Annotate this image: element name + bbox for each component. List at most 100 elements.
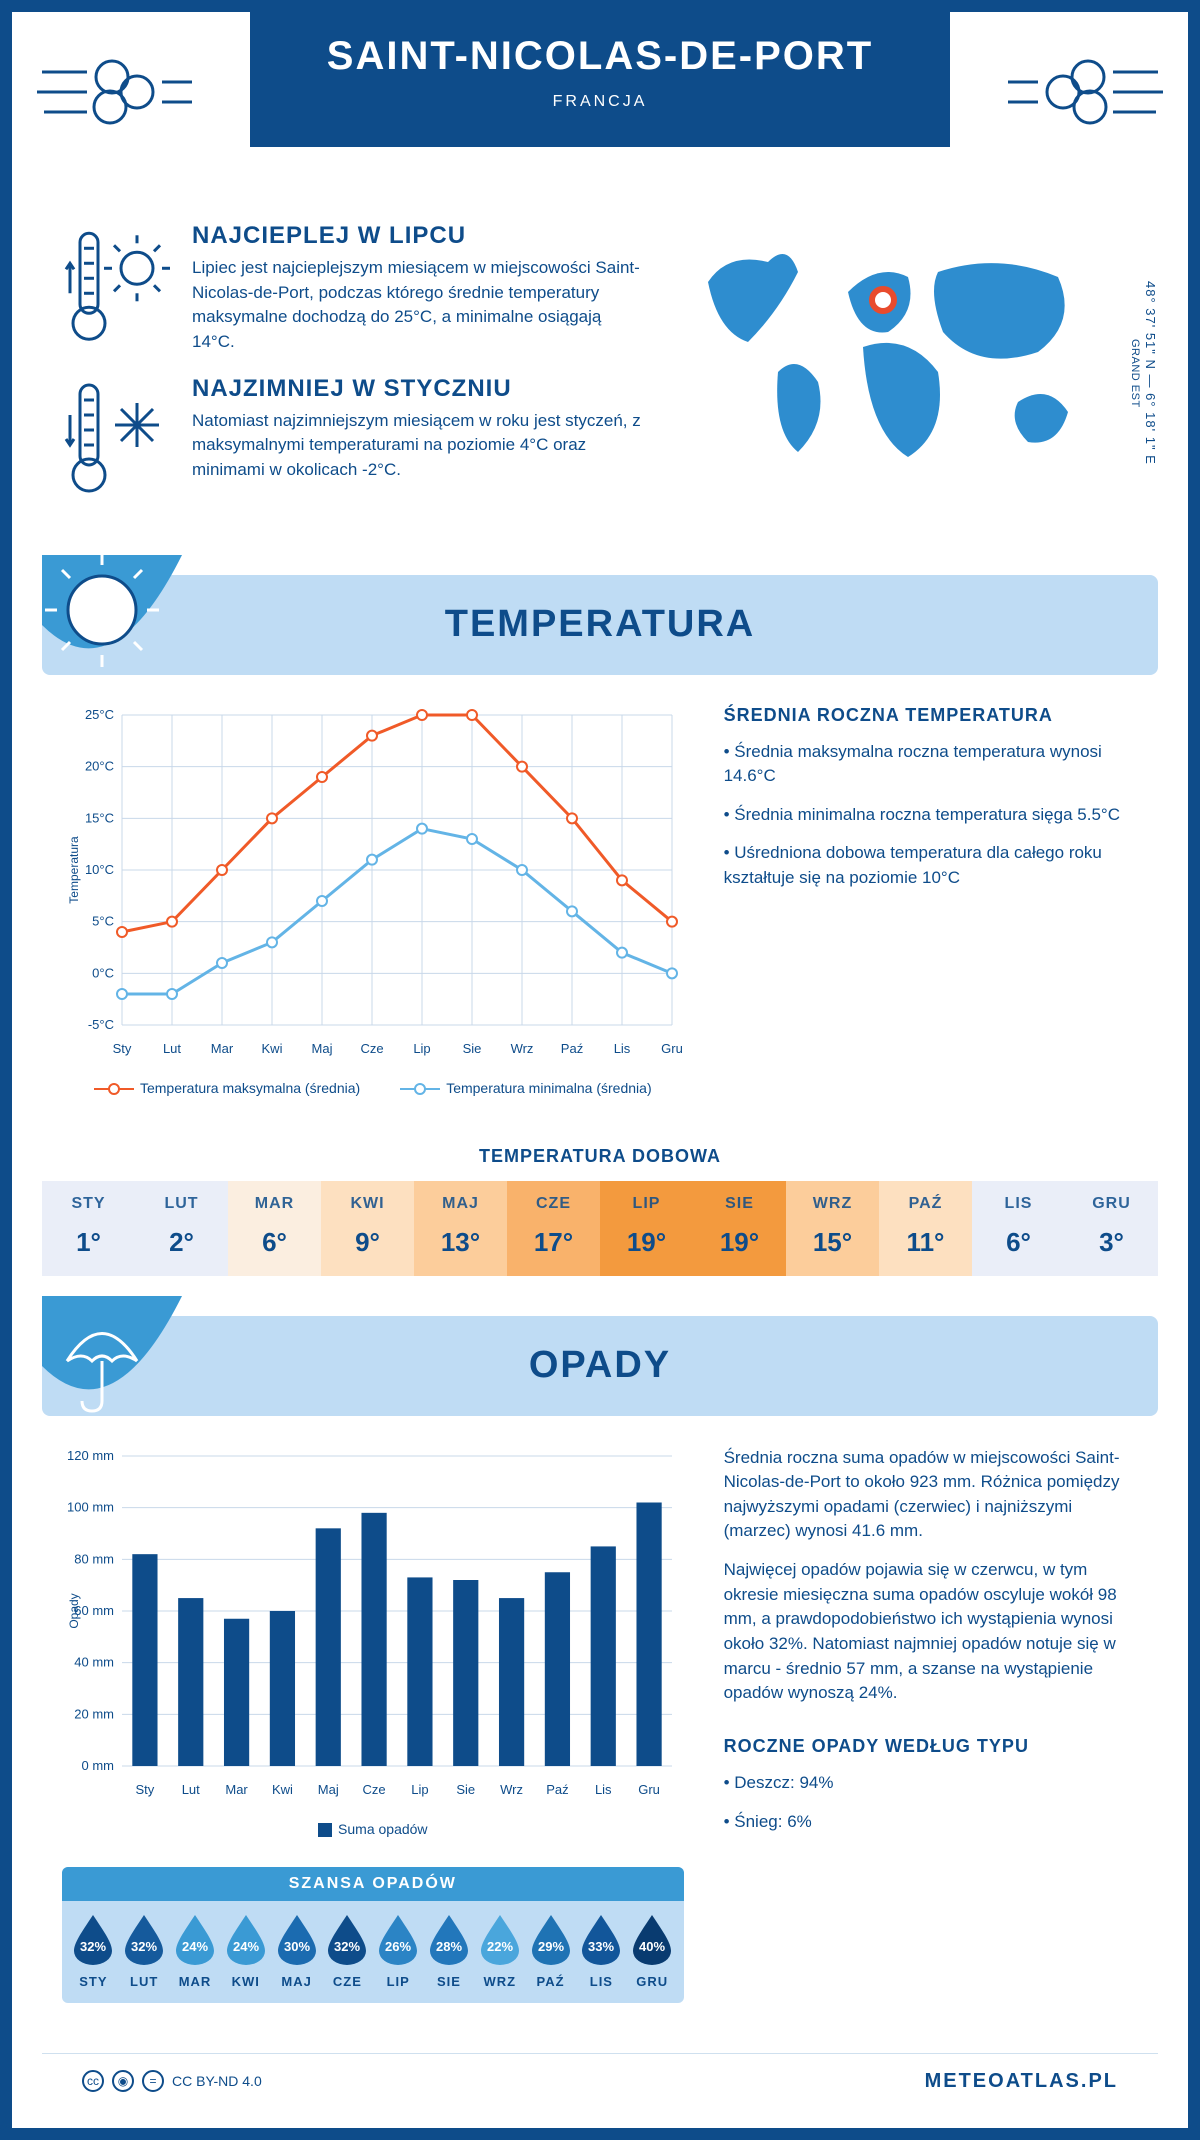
svg-text:Kwi: Kwi (262, 1041, 283, 1056)
daily-month: MAR (228, 1195, 321, 1213)
temp-bullet: • Uśredniona dobowa temperatura dla całe… (724, 841, 1138, 890)
daily-cell: LIS 6° (972, 1181, 1065, 1276)
world-map (678, 222, 1098, 482)
svg-text:Wrz: Wrz (500, 1782, 523, 1797)
fact-hot-body: Lipiec jest najcieplejszym miesiącem w m… (192, 256, 648, 355)
raindrop-icon: 28% (428, 1913, 470, 1965)
temp-bullet: • Średnia minimalna roczna temperatura s… (724, 803, 1138, 828)
svg-text:0 mm: 0 mm (82, 1758, 115, 1773)
license-text: CC BY-ND 4.0 (172, 2073, 262, 2089)
site-name: METEOATLAS.PL (925, 2070, 1118, 2093)
fact-cold-body: Natomiast najzimniejszym miesiącem w rok… (192, 409, 648, 483)
svg-text:Cze: Cze (363, 1782, 386, 1797)
precip-chart-col: 0 mm20 mm40 mm60 mm80 mm100 mm120 mmStyL… (62, 1446, 684, 2003)
svg-text:Opady: Opady (67, 1593, 81, 1628)
chance-month: GRU (627, 1974, 678, 1989)
svg-text:Gru: Gru (638, 1782, 660, 1797)
daily-month: GRU (1065, 1195, 1158, 1213)
chance-cell: 24% MAR (170, 1913, 221, 1989)
svg-text:Sty: Sty (136, 1782, 155, 1797)
svg-text:33%: 33% (588, 1939, 614, 1954)
svg-text:Cze: Cze (360, 1041, 383, 1056)
daily-month: WRZ (786, 1195, 879, 1213)
page-title: SAINT-NICOLAS-DE-PORT (250, 34, 950, 79)
intro-row: NAJCIEPLEJ W LIPCU Lipiec jest najcieple… (12, 212, 1188, 555)
precipitation-title: OPADY (529, 1344, 671, 1387)
precip-type: • Deszcz: 94% (724, 1771, 1138, 1796)
raindrop-icon: 30% (276, 1913, 318, 1965)
chance-month: MAR (170, 1974, 221, 1989)
svg-text:10°C: 10°C (85, 862, 114, 877)
chance-cell: 32% STY (68, 1913, 119, 1989)
header: SAINT-NICOLAS-DE-PORT FRANCJA (12, 12, 1188, 212)
legend-item: Temperatura maksymalna (średnia) (94, 1080, 360, 1096)
svg-text:26%: 26% (385, 1939, 411, 1954)
daily-value: 19° (600, 1227, 693, 1258)
title-banner: SAINT-NICOLAS-DE-PORT FRANCJA (250, 12, 950, 147)
raindrop-icon: 24% (174, 1913, 216, 1965)
svg-text:Temperatura: Temperatura (67, 836, 81, 904)
temp-bullet: • Średnia maksymalna roczna temperatura … (724, 740, 1138, 789)
thermometer-sun-icon (62, 222, 172, 355)
chance-month: STY (68, 1974, 119, 1989)
svg-text:Sie: Sie (456, 1782, 475, 1797)
precipitation-bar-chart: 0 mm20 mm40 mm60 mm80 mm100 mm120 mmStyL… (62, 1446, 682, 1806)
coords-value: 48° 37' 51" N — 6° 18' 1" E (1143, 281, 1158, 465)
raindrop-icon: 32% (72, 1913, 114, 1965)
daily-cell: GRU 3° (1065, 1181, 1158, 1276)
intro-facts: NAJCIEPLEJ W LIPCU Lipiec jest najcieple… (62, 222, 648, 525)
precipitation-legend: Suma opadów (62, 1821, 684, 1837)
chance-cell: 26% LIP (373, 1913, 424, 1989)
raindrop-icon: 29% (530, 1913, 572, 1965)
daily-value: 17° (507, 1227, 600, 1258)
cc-icon: cc (82, 2070, 104, 2092)
sun-icon (42, 555, 182, 695)
daily-cell: CZE 17° (507, 1181, 600, 1276)
daily-value: 19° (693, 1227, 786, 1258)
svg-text:Lip: Lip (411, 1782, 428, 1797)
fact-cold-title: NAJZIMNIEJ W STYCZNIU (192, 375, 648, 403)
svg-text:15°C: 15°C (85, 810, 114, 825)
svg-text:Gru: Gru (661, 1041, 682, 1056)
license: cc ◉ = CC BY-ND 4.0 (82, 2070, 262, 2092)
svg-text:32%: 32% (131, 1939, 157, 1954)
daily-cell: LIP 19° (600, 1181, 693, 1276)
raindrop-icon: 33% (580, 1913, 622, 1965)
temperature-body: -5°C0°C5°C10°C15°C20°C25°CStyLutMarKwiMa… (12, 705, 1188, 1116)
daily-month: PAŹ (879, 1195, 972, 1213)
chance-month: KWI (220, 1974, 271, 1989)
temperature-legend: Temperatura maksymalna (średnia) Temperat… (62, 1080, 684, 1096)
daily-value: 13° (414, 1227, 507, 1258)
page-frame: SAINT-NICOLAS-DE-PORT FRANCJA (0, 0, 1200, 2140)
daily-value: 9° (321, 1227, 414, 1258)
svg-text:24%: 24% (233, 1939, 259, 1954)
precipitation-side: Średnia roczna suma opadów w miejscowośc… (724, 1446, 1138, 2003)
temperature-banner: TEMPERATURA (42, 575, 1158, 675)
daily-value: 15° (786, 1227, 879, 1258)
chance-month: PAŹ (525, 1974, 576, 1989)
umbrella-icon (42, 1296, 182, 1436)
chance-cell: 22% WRZ (474, 1913, 525, 1989)
daily-value: 3° (1065, 1227, 1158, 1258)
precip-p1: Średnia roczna suma opadów w miejscowośc… (724, 1446, 1138, 1545)
svg-text:Kwi: Kwi (272, 1782, 293, 1797)
svg-text:Mar: Mar (211, 1041, 234, 1056)
daily-month: LIP (600, 1195, 693, 1213)
chance-cell: 28% SIE (424, 1913, 475, 1989)
svg-text:20 mm: 20 mm (74, 1706, 114, 1721)
legend-item: Temperatura minimalna (średnia) (400, 1080, 651, 1096)
raindrop-icon: 22% (479, 1913, 521, 1965)
daily-cell: SIE 19° (693, 1181, 786, 1276)
svg-text:5°C: 5°C (92, 913, 114, 928)
precip-type: • Śnieg: 6% (724, 1810, 1138, 1835)
daily-month: CZE (507, 1195, 600, 1213)
chance-month: LUT (119, 1974, 170, 1989)
svg-text:Lut: Lut (182, 1782, 200, 1797)
svg-text:100 mm: 100 mm (67, 1499, 114, 1514)
raindrop-icon: 32% (123, 1913, 165, 1965)
chance-month: MAJ (271, 1974, 322, 1989)
daily-month: MAJ (414, 1195, 507, 1213)
daily-cell: WRZ 15° (786, 1181, 879, 1276)
daily-cell: MAR 6° (228, 1181, 321, 1276)
daily-temperature-table: STY 1° LUT 2° MAR 6° KWI 9° MAJ 13° CZE … (42, 1181, 1158, 1276)
